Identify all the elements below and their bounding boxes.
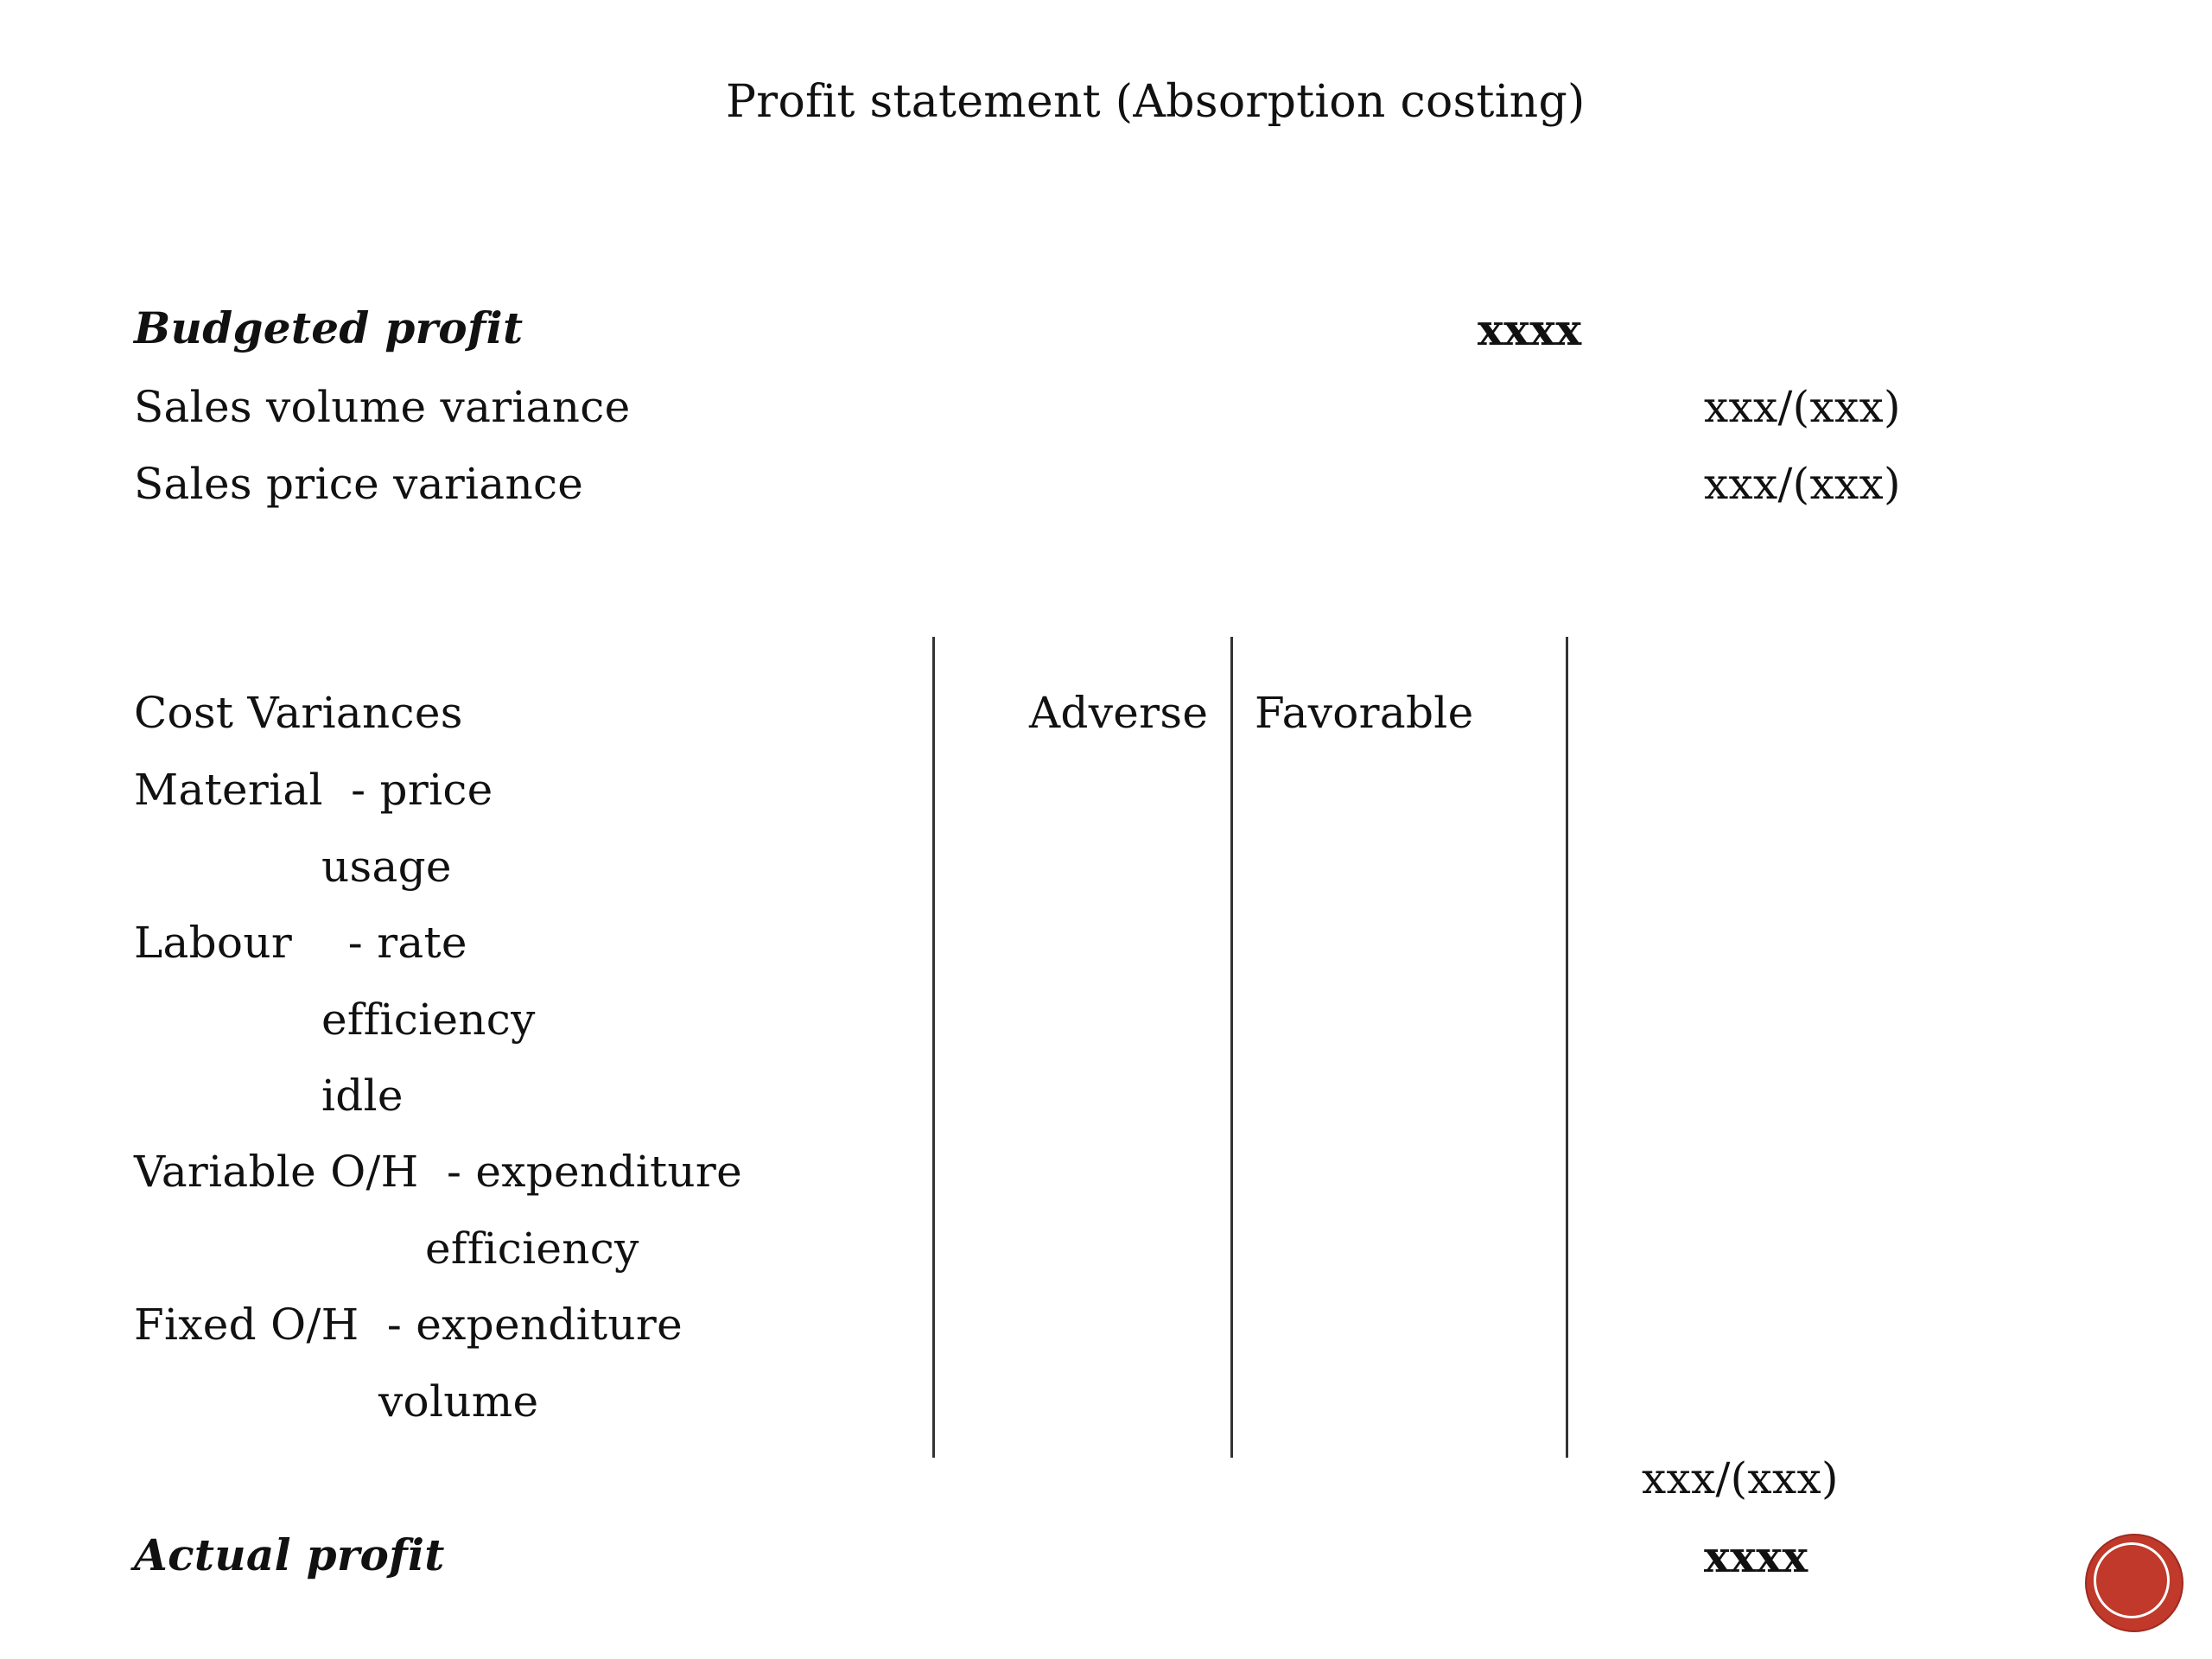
circle-nav-icon[interactable] [2087,1535,2182,1630]
actual-profit-label: Actual profit [134,1529,445,1580]
labour-rate-variance: Labour - rate [134,918,467,968]
sales-price-variance-label: Sales price variance [134,459,584,509]
column-divider-left [932,637,935,1458]
actual-profit-amount: xxxx [1704,1531,1808,1582]
page-title: Profit statement (Absorption costing) [726,76,1586,128]
fixed-oh-volume-variance: volume [378,1376,539,1427]
favorable-column-header: Favorable [1255,688,1474,738]
variable-oh-efficiency-variance: efficiency [425,1224,639,1274]
adverse-column-header: Adverse [1029,688,1209,738]
labour-efficiency-variance: efficiency [321,995,536,1045]
sales-volume-variance-label: Sales volume variance [134,382,631,432]
material-usage-variance: usage [321,842,452,892]
column-divider-middle [1230,637,1233,1458]
labour-idle-variance: idle [321,1071,404,1121]
fixed-oh-expenditure-variance: Fixed O/H - expenditure [134,1300,683,1350]
material-price-variance: Material - price [134,765,493,815]
variable-oh-expenditure-variance: Variable O/H - expenditure [134,1147,742,1197]
column-divider-right [1566,637,1568,1458]
budgeted-profit-label: Budgeted profit [134,302,524,353]
budgeted-profit-amount: xxxx [1478,304,1582,355]
cost-variances-heading: Cost Variances [134,688,463,738]
sales-volume-variance-amount: xxx/(xxx) [1704,382,1901,432]
cost-variances-total: xxx/(xxx) [1642,1453,1839,1503]
sales-price-variance-amount: xxx/(xxx) [1704,459,1901,509]
